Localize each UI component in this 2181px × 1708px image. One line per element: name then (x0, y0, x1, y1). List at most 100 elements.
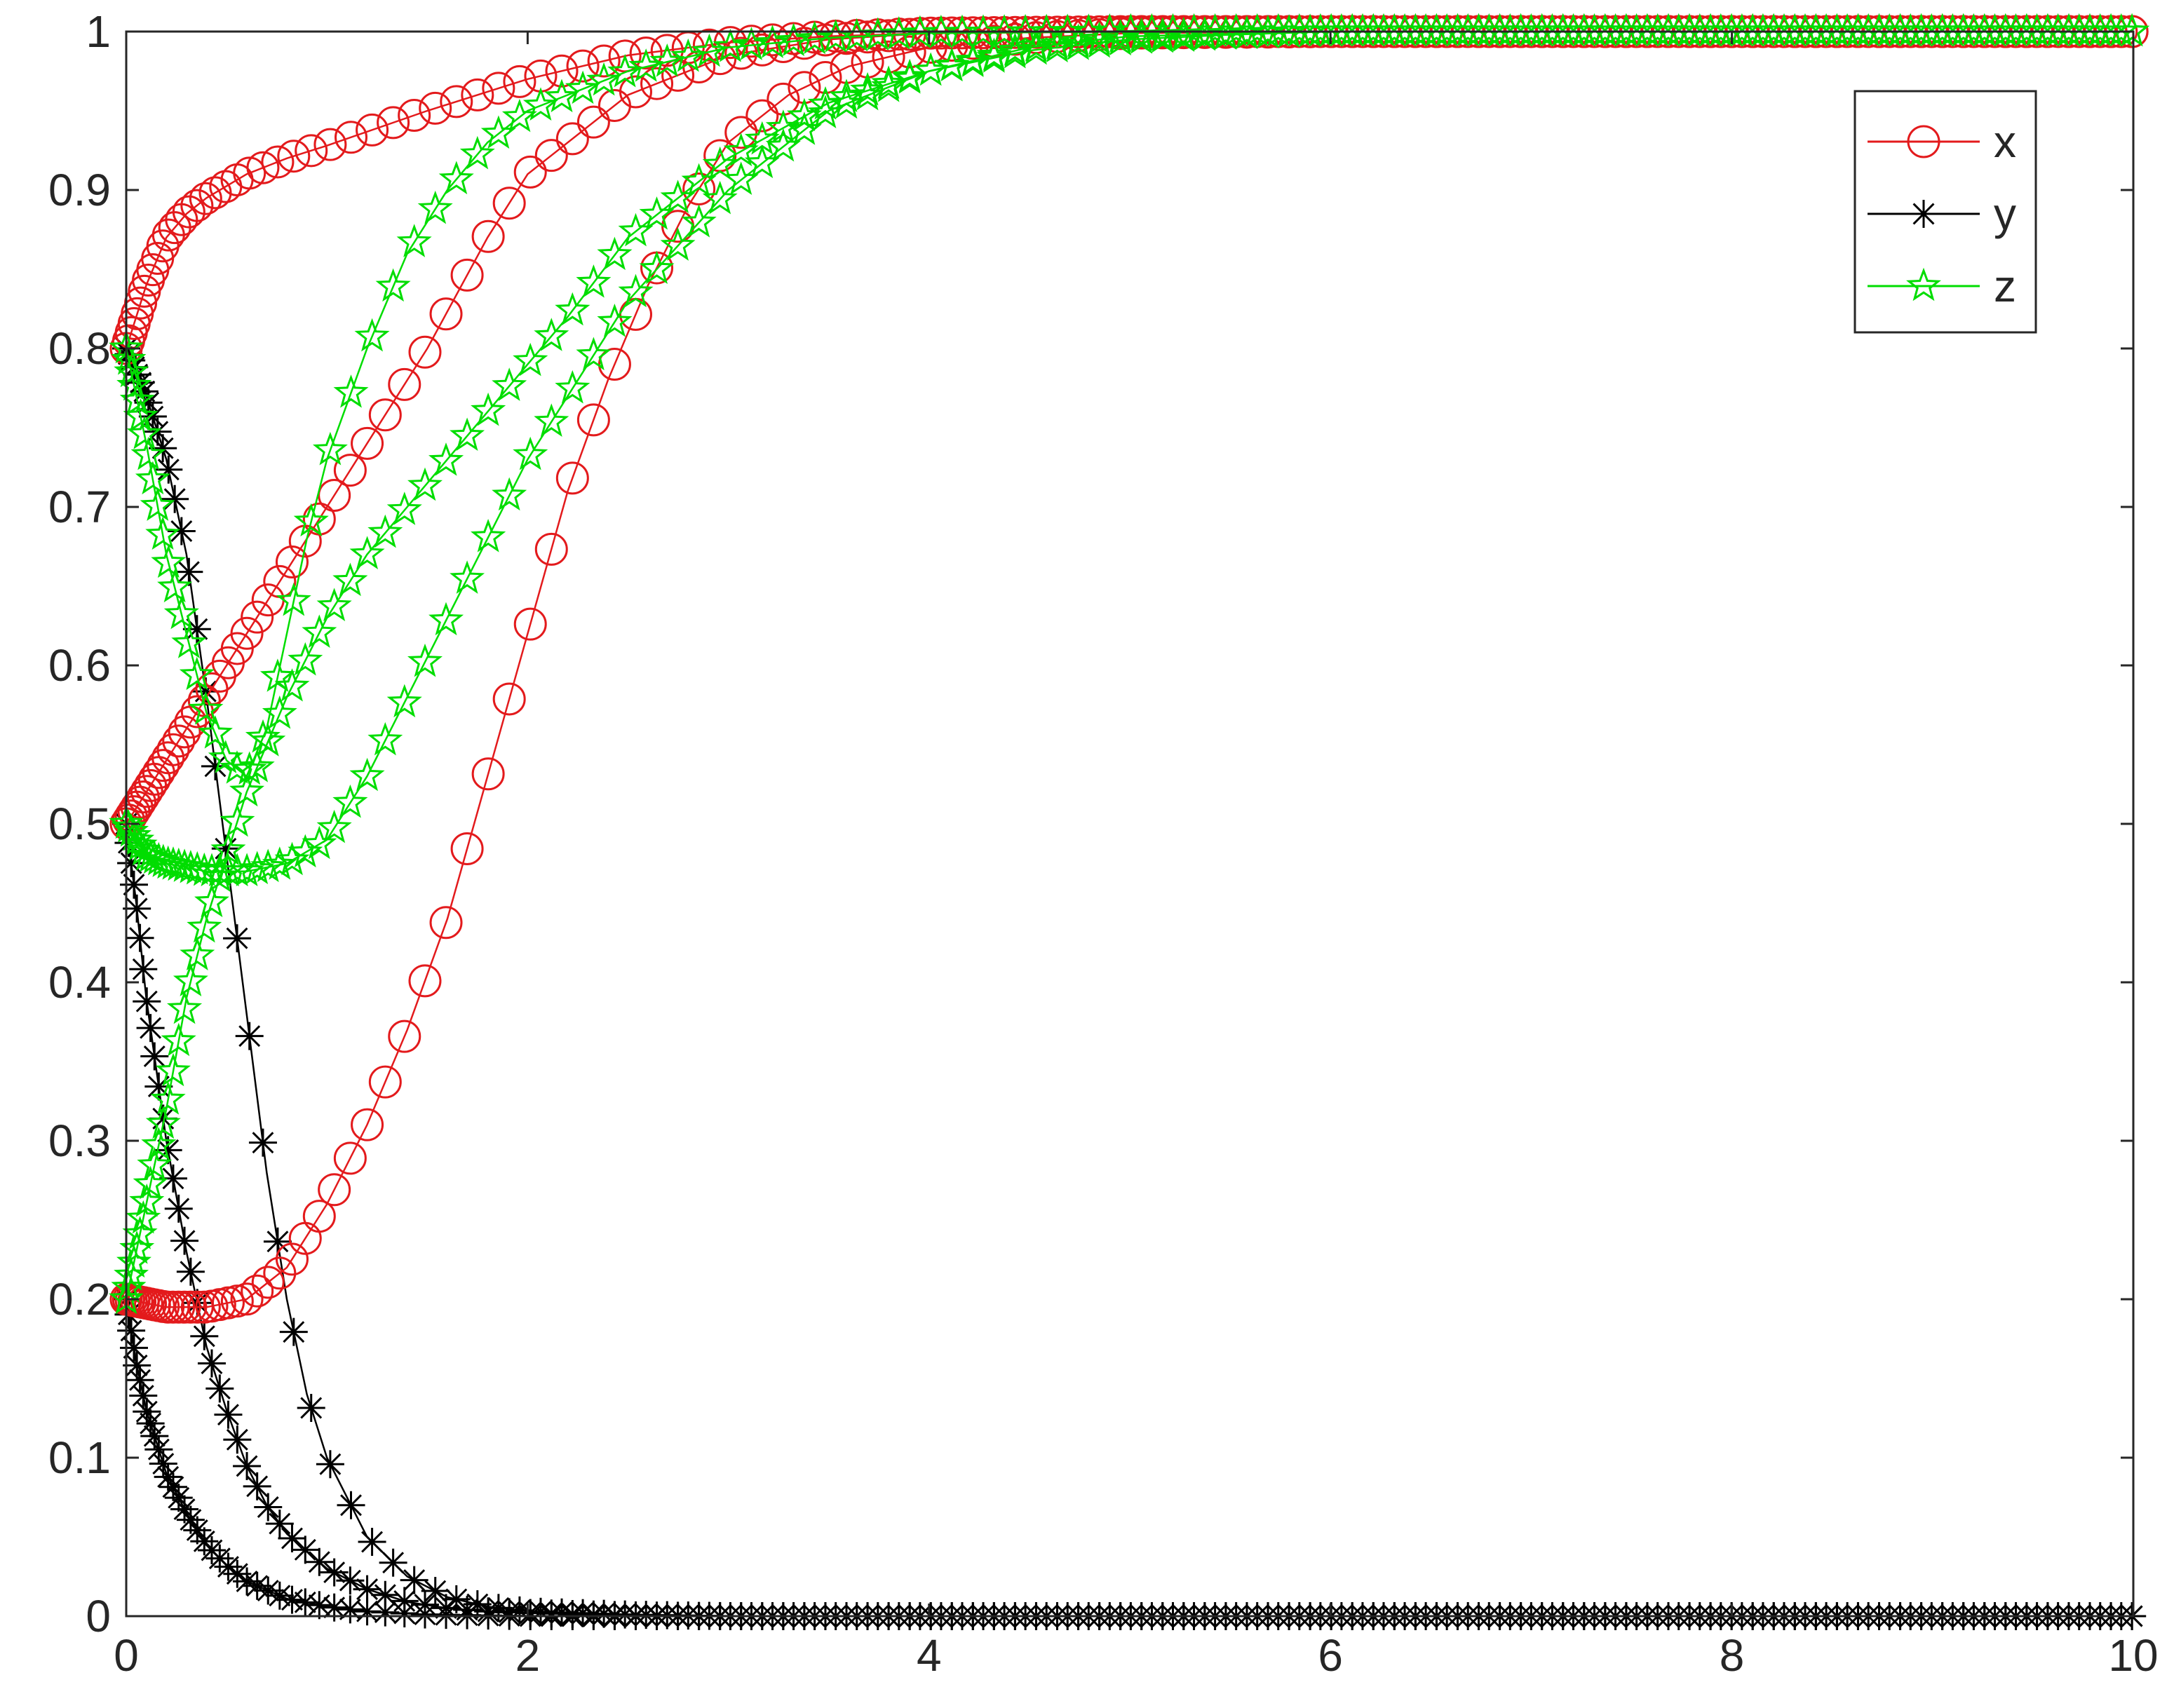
data-point-x (351, 1108, 384, 1141)
data-point-y (140, 1042, 169, 1071)
data-point-x (429, 297, 463, 331)
data-point-y (265, 1581, 294, 1610)
data-point-x (724, 116, 758, 149)
data-point-x (545, 54, 579, 88)
data-point-x (246, 151, 280, 184)
x-tick-label: 10 (2108, 1630, 2158, 1681)
data-point-x (168, 715, 201, 749)
data-point-x (597, 348, 631, 381)
data-point-x (151, 741, 185, 775)
data-point-y (129, 955, 158, 984)
data-point-z (555, 292, 590, 326)
data-point-z (375, 268, 411, 302)
data-point-x (788, 27, 821, 60)
data-point-z (776, 22, 811, 57)
data-point-z (239, 749, 275, 782)
data-point-z (681, 163, 717, 197)
data-point-z (140, 487, 175, 521)
data-point-x (492, 187, 526, 220)
data-point-z (239, 850, 275, 885)
y-tick-label: 0.3 (48, 1116, 111, 1166)
data-point-z (765, 128, 801, 162)
data-point-y (164, 1484, 193, 1512)
data-point-y (164, 1194, 193, 1223)
data-point-z (450, 560, 485, 594)
data-point-y (410, 1600, 439, 1629)
data-point-z (188, 691, 224, 725)
data-point-y (390, 1599, 419, 1628)
data-point-y (223, 1425, 252, 1454)
data-point-x (335, 121, 368, 154)
y-tick-label: 0 (86, 1591, 111, 1641)
data-point-z (522, 87, 558, 121)
data-point-x (576, 403, 610, 437)
data-point-z (471, 392, 506, 426)
data-point-z (114, 813, 149, 847)
data-point-z (171, 625, 207, 658)
data-point-y (243, 1571, 271, 1600)
data-point-y (297, 1394, 325, 1423)
data-point-z (220, 803, 255, 837)
data-point-x (156, 733, 190, 766)
data-point-y (154, 1463, 182, 1491)
data-point-y (223, 924, 252, 953)
data-point-x (368, 398, 402, 432)
data-point-x (419, 91, 452, 125)
data-point-z (145, 516, 181, 550)
data-point-x (534, 532, 568, 566)
data-point-y (278, 1524, 306, 1553)
data-point-x (471, 757, 505, 791)
data-point-z (116, 818, 151, 851)
data-point-x (162, 724, 196, 758)
data-point-z (354, 318, 390, 352)
data-point-x (492, 682, 526, 716)
data-point-z (555, 370, 590, 404)
data-point-z (586, 62, 622, 96)
data-point-x (333, 1141, 367, 1175)
data-point-z (2114, 13, 2150, 47)
data-point-z (723, 161, 759, 195)
data-point-x (251, 1266, 285, 1299)
data-point-z (396, 224, 432, 257)
data-point-x (168, 1290, 201, 1324)
data-point-z (417, 190, 453, 224)
data-point-z (274, 841, 310, 876)
data-point-z (744, 121, 780, 155)
legend-entry-y: y (1868, 189, 2016, 239)
y-tick-label: 0.4 (48, 957, 111, 1008)
data-point-x (440, 85, 473, 118)
data-point-x (555, 122, 589, 156)
legend-label: y (1994, 189, 2016, 239)
data-point-z (407, 643, 443, 677)
data-point-y (279, 1317, 308, 1346)
data-point-z (2103, 13, 2139, 47)
data-point-z (288, 642, 323, 676)
data-point-z (480, 115, 516, 149)
data-point-z (332, 784, 368, 818)
data-point-z (302, 825, 337, 860)
data-point-x (230, 616, 264, 650)
data-point-x (333, 454, 367, 487)
data-point-z (259, 658, 295, 692)
data-point-x (450, 258, 484, 292)
data-point-y (123, 894, 151, 923)
data-point-z (312, 431, 348, 466)
data-point-x (313, 128, 347, 161)
data-point-x (745, 33, 779, 67)
data-point-y (265, 1510, 294, 1538)
data-point-y (248, 1128, 277, 1157)
data-point-x (534, 139, 568, 172)
data-point-x (230, 1282, 264, 1316)
data-point-y (305, 1591, 334, 1620)
data-point-z (141, 1127, 177, 1160)
data-point-z (250, 848, 286, 883)
data-point-x (318, 479, 351, 513)
data-point-y (336, 1566, 365, 1595)
data-point-y (154, 1136, 182, 1165)
data-point-x (388, 1019, 421, 1053)
data-point-x (745, 99, 779, 133)
data-point-x (351, 426, 384, 460)
data-point-z (187, 909, 222, 943)
data-point-x (619, 75, 652, 109)
data-point-z (407, 467, 443, 501)
